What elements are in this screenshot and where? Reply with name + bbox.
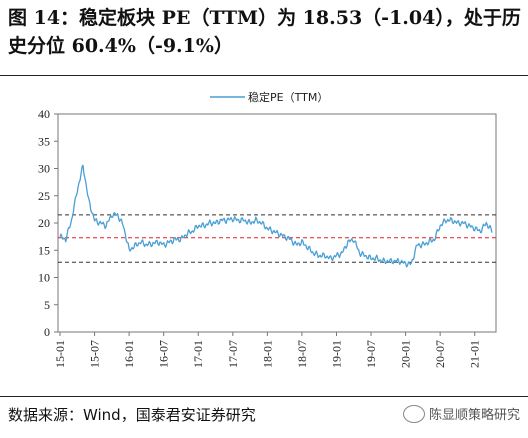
x-tick-label: 16-01 <box>122 340 136 368</box>
y-tick-label: 5 <box>44 298 50 312</box>
bottom-rule <box>0 396 528 397</box>
plot-frame <box>57 113 497 333</box>
x-tick-label: 16-07 <box>157 340 171 368</box>
x-tick-label: 20-01 <box>399 340 413 368</box>
x-tick-label: 17-07 <box>226 340 240 368</box>
x-axis-ticks: 15-01 15-07 16-01 16-07 17-01 17-07 18-01 18-07… <box>53 332 482 368</box>
wechat-icon <box>402 404 425 423</box>
legend: 稳定PE（TTM） <box>210 90 328 104</box>
y-tick-label: 30 <box>38 162 50 176</box>
x-tick-label: 19-07 <box>364 340 378 368</box>
y-axis-ticks: 0 5 10 15 20 25 30 35 40 <box>38 107 58 339</box>
top-rule <box>0 75 528 76</box>
x-tick-label: 15-01 <box>53 340 67 368</box>
watermark: 陈显顺策略研究 <box>402 404 520 423</box>
reference-lines <box>58 214 496 263</box>
series-line-0 <box>59 164 493 268</box>
x-tick-label: 18-07 <box>295 340 309 368</box>
x-tick-label: 18-01 <box>260 340 274 368</box>
y-tick-label: 25 <box>38 189 50 203</box>
x-tick-label: 21-01 <box>468 340 482 368</box>
y-tick-label: 15 <box>38 243 50 257</box>
series-layer <box>59 164 493 268</box>
x-tick-label: 20-07 <box>433 340 447 368</box>
pe-line-chart: 0 5 10 15 20 25 30 35 40 15-01 15-07 16-01 16-07 17-… <box>38 90 497 368</box>
y-tick-label: 35 <box>38 134 50 148</box>
x-tick-label: 15-07 <box>88 340 102 368</box>
figure-title: 图 14：稳定板块 PE（TTM）为 18.53（-1.04），处于历史分位 6… <box>8 7 521 57</box>
y-tick-label: 0 <box>44 325 50 339</box>
x-tick-label: 19-01 <box>329 340 343 368</box>
x-tick-label: 17-01 <box>191 340 205 368</box>
y-tick-label: 20 <box>38 216 50 230</box>
y-tick-label: 10 <box>38 271 50 285</box>
watermark-text: 陈显顺策略研究 <box>428 408 520 423</box>
y-tick-label: 40 <box>38 107 50 121</box>
legend-label-0: 稳定PE（TTM） <box>248 90 328 104</box>
source-note: 数据来源：Wind，国泰君安证券研究 <box>8 406 256 424</box>
